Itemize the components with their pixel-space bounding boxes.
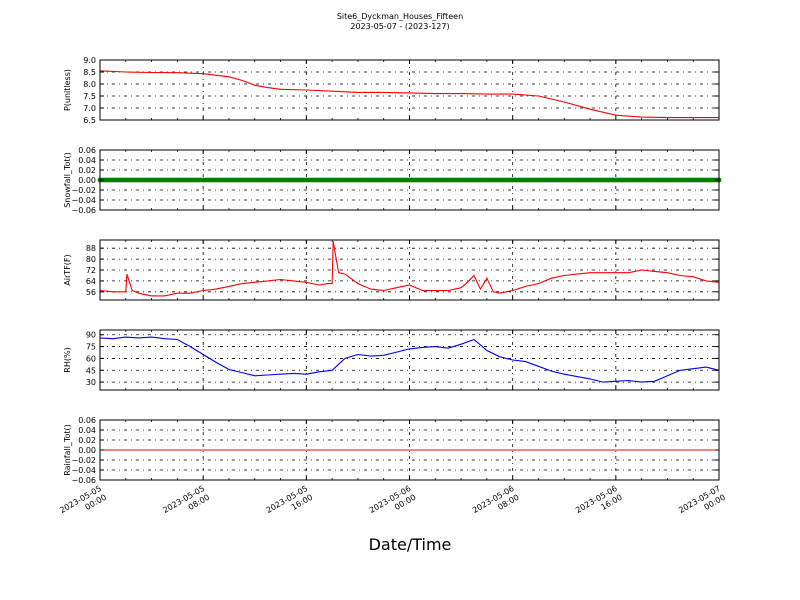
y-axis-label: P(unitless) (63, 69, 72, 111)
y-axis-label: Rainfall_Tot() (63, 424, 72, 476)
x-tick-label: 2023-05-0516:00 (265, 484, 315, 524)
y-tick-label: 0.06 (78, 416, 96, 425)
y-tick-label: 88 (86, 244, 96, 253)
y-tick-label: −0.02 (71, 456, 96, 465)
y-tick-label: 45 (86, 366, 96, 375)
x-tick-label: 2023-05-0600:00 (368, 484, 418, 524)
y-tick-label: 60 (86, 354, 96, 363)
panels: 9.08.58.07.57.06.5P(unitless)0.060.040.0… (63, 56, 722, 485)
x-tick-label: 2023-05-0700:00 (677, 484, 727, 524)
y-tick-label: 72 (86, 266, 96, 275)
y-tick-label: 8.0 (83, 80, 96, 89)
y-tick-label: 0.02 (78, 436, 96, 445)
y-tick-label: 0.00 (78, 446, 96, 455)
y-tick-label: 9.0 (83, 56, 96, 65)
y-tick-label: 90 (86, 331, 96, 340)
series-line (99, 70, 719, 119)
y-tick-label: −0.06 (71, 476, 96, 485)
y-tick-label: 80 (86, 255, 96, 264)
y-tick-label: 8.5 (83, 68, 96, 77)
series-markers (97, 177, 722, 183)
y-tick-label: 0.02 (78, 166, 96, 175)
panel-4: 90 75 60 45 30 RH(%) (63, 329, 720, 391)
y-tick-label: 6.5 (83, 116, 96, 125)
y-tick-label: 7.5 (83, 92, 96, 101)
x-tick-label: 2023-05-0608:00 (471, 484, 521, 524)
y-tick-label: −0.04 (71, 196, 96, 205)
y-tick-label: 75 (86, 343, 96, 352)
series-line (99, 336, 720, 383)
chart-title-line-2: 2023-05-07 - (2023-127) (350, 22, 449, 31)
y-tick-label: 7.0 (83, 104, 96, 113)
y-tick-label: 0.06 (78, 146, 96, 155)
chart-title-line-1: Site6_Dyckman_Houses_Fifteen (337, 12, 463, 21)
x-tick-label: 2023-05-0508:00 (161, 484, 211, 524)
y-tick-label: −0.04 (71, 466, 96, 475)
y-axis-label: RH(%) (63, 347, 72, 372)
y-tick-label: 0.04 (78, 156, 96, 165)
y-tick-label: 64 (86, 277, 96, 286)
y-tick-label: −0.06 (71, 206, 96, 215)
y-axis-label: Snowfall_Tot() (63, 152, 72, 208)
x-tick-label: 2023-05-0500:00 (58, 484, 108, 524)
panel-3: 88 80 72 64 56 AirTF(F) (63, 239, 720, 301)
panel-2: 0.060.040.020.00−0.02−0.04−0.06Snowfall_… (63, 146, 722, 215)
y-axis-label: AirTF(F) (63, 254, 72, 285)
x-tick-labels: 2023-05-0500:00 2023-05-0508:00 2023-05-05… (58, 484, 727, 524)
x-tick-label: 2023-05-0616:00 (574, 484, 624, 524)
x-axis-label: Date/Time (369, 535, 452, 554)
panel-1: 9.0 8.5 8.0 7.5 7.0 6.5 P(unitless) (63, 56, 720, 125)
y-tick-label: 30 (86, 378, 96, 387)
y-tick-label: 56 (86, 288, 96, 297)
panel-5: 0.060.040.020.00−0.02−0.04−0.06Rainfall_… (63, 416, 720, 485)
y-tick-label: −0.02 (71, 186, 96, 195)
y-tick-label: 0.00 (78, 176, 96, 185)
y-tick-label: 0.04 (78, 426, 96, 435)
series-line (99, 241, 720, 297)
